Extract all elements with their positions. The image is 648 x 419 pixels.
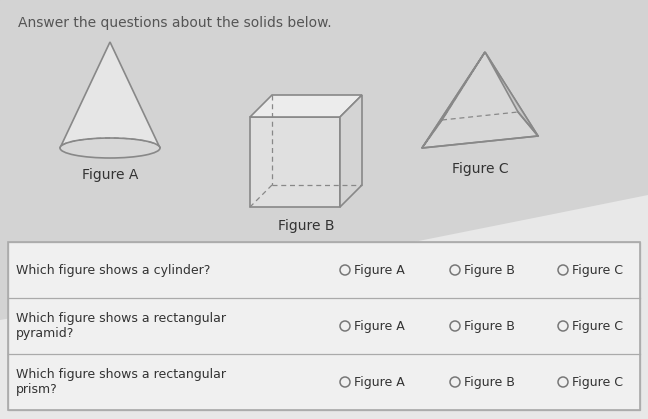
Text: Figure C: Figure C — [572, 375, 623, 388]
Polygon shape — [422, 52, 538, 148]
Text: Figure C: Figure C — [452, 162, 508, 176]
Text: Figure A: Figure A — [354, 375, 405, 388]
Text: Figure A: Figure A — [354, 320, 405, 333]
Ellipse shape — [60, 138, 160, 158]
Polygon shape — [422, 52, 485, 148]
Text: Figure A: Figure A — [354, 264, 405, 277]
Bar — [8, 242, 640, 410]
Polygon shape — [250, 95, 362, 117]
Text: Figure B: Figure B — [464, 320, 515, 333]
Bar — [8, 242, 640, 410]
Text: Figure B: Figure B — [464, 375, 515, 388]
Text: Figure C: Figure C — [572, 264, 623, 277]
Text: Figure C: Figure C — [572, 320, 623, 333]
Polygon shape — [60, 42, 160, 148]
Text: Which figure shows a cylinder?: Which figure shows a cylinder? — [16, 264, 211, 277]
Text: Figure B: Figure B — [278, 219, 334, 233]
Polygon shape — [250, 117, 340, 207]
Text: Answer the questions about the solids below.: Answer the questions about the solids be… — [18, 16, 332, 30]
Polygon shape — [485, 52, 538, 136]
PathPatch shape — [0, 195, 648, 419]
Text: Figure A: Figure A — [82, 168, 138, 182]
Text: Figure B: Figure B — [464, 264, 515, 277]
Text: Which figure shows a rectangular
prism?: Which figure shows a rectangular prism? — [16, 368, 226, 396]
Text: Which figure shows a rectangular
pyramid?: Which figure shows a rectangular pyramid… — [16, 312, 226, 340]
Polygon shape — [340, 95, 362, 207]
